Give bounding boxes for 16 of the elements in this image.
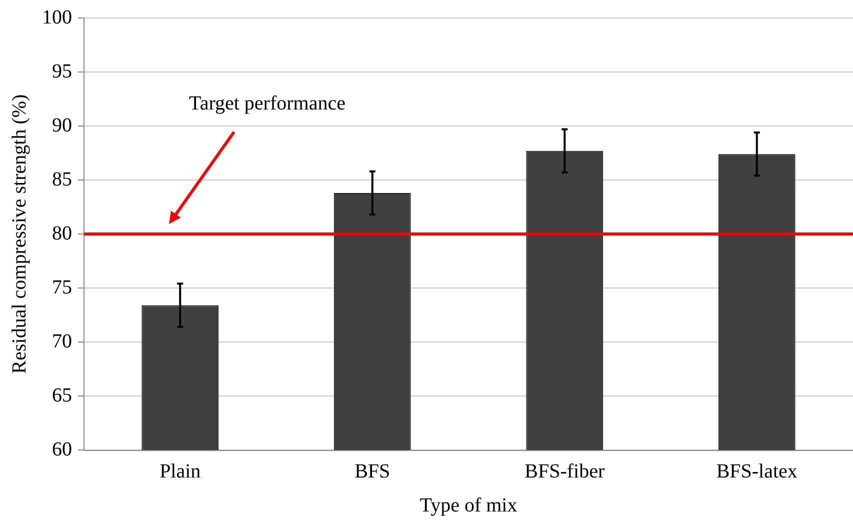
x-tick-label: BFS-fiber	[524, 460, 605, 482]
y-tick-label: 95	[52, 60, 72, 82]
x-tick-label: BFS	[354, 460, 390, 482]
y-tick-label: 100	[42, 6, 72, 28]
y-tick-label: 75	[52, 276, 72, 298]
annotation: Target performance	[189, 92, 346, 114]
x-tick-label: BFS-latex	[716, 460, 798, 482]
x-axis-title: Type of mix	[420, 494, 518, 516]
x-tick-label: Plain	[160, 460, 201, 482]
y-tick-label: 60	[52, 438, 72, 460]
y-tick-label: 90	[52, 114, 72, 136]
y-tick-label: 70	[52, 330, 72, 352]
y-tick-label: 80	[52, 222, 72, 244]
y-tick-label: 65	[52, 384, 72, 406]
y-tick-label: 85	[52, 168, 72, 190]
y-axis-title: Residual compressive strength (%)	[8, 94, 30, 374]
